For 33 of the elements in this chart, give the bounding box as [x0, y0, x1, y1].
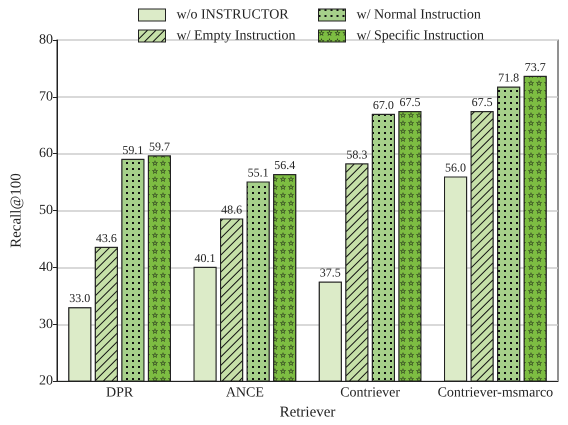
x-axis-title: Retriever	[280, 404, 336, 420]
data-label: 67.0	[372, 98, 394, 112]
data-label: 37.5	[320, 266, 341, 280]
data-label: 40.1	[194, 250, 216, 265]
y-tick-label: 70	[39, 89, 53, 104]
x-tick-label: Contriever-msmarco	[438, 386, 554, 401]
data-label: 59.1	[122, 142, 144, 157]
legend-label: w/ Normal Instruction	[356, 8, 481, 22]
data-label: 71.8	[498, 70, 520, 85]
legend-label: w/ Specific Instruction	[356, 28, 484, 44]
legend-label: w/o INSTRUCTOR	[176, 8, 290, 22]
x-tick-label: ANCE	[226, 386, 264, 401]
y-tick-label: 30	[39, 316, 53, 332]
x-tick-label: DPR	[106, 386, 134, 401]
data-label: 58.3	[346, 147, 368, 162]
data-label: 59.7	[148, 139, 170, 154]
data-label: 67.5	[472, 95, 493, 110]
data-label: 73.7	[524, 60, 546, 74]
data-label: 56.0	[445, 160, 466, 174]
data-label: 55.1	[248, 166, 269, 180]
data-label: 43.6	[96, 230, 117, 245]
y-tick-label: 80	[39, 32, 53, 48]
data-label: 33.0	[69, 291, 90, 306]
data-label: 56.4	[274, 158, 296, 172]
legend-label: w/ Empty Instruction	[176, 28, 296, 44]
y-axis-title: Recall@100	[8, 173, 24, 248]
data-label: 67.5	[399, 95, 420, 110]
y-tick-label: 50	[39, 203, 53, 218]
x-tick-label: Contriever	[340, 386, 400, 401]
data-label: 48.6	[221, 202, 242, 217]
y-tick-label: 60	[39, 146, 53, 162]
y-tick-label: 20	[39, 374, 53, 389]
y-tick-label: 40	[39, 260, 53, 275]
